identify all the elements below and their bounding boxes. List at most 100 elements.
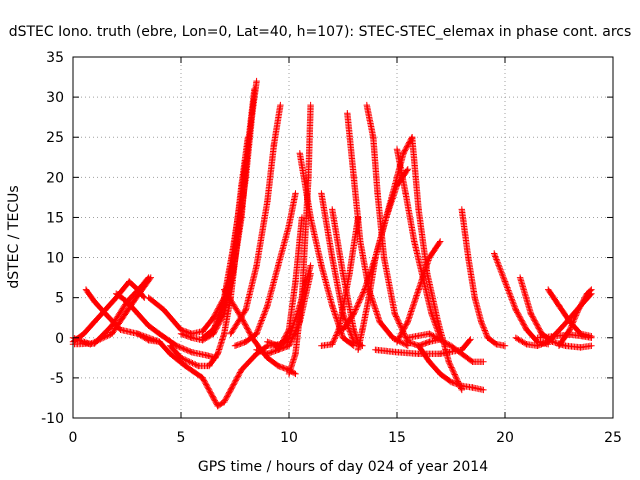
y-tick-labels: -10 -5 0 5 10 15 20 25 30 35 — [41, 50, 64, 427]
plus-marks — [108, 298, 131, 329]
plus-marks — [523, 326, 541, 345]
plus-marks — [199, 314, 217, 335]
plus-marks — [575, 290, 591, 313]
plus-marks — [583, 286, 595, 297]
plus-marks — [335, 270, 353, 333]
plus-marks — [167, 350, 189, 370]
plus-marks — [182, 362, 206, 382]
plus-marks — [393, 146, 409, 197]
plus-marks — [307, 214, 325, 269]
series-32 — [458, 206, 509, 349]
plus-marks — [447, 342, 476, 365]
y-tick-label: 35 — [46, 50, 64, 66]
x-tick-label: 15 — [388, 430, 406, 446]
plus-marks — [264, 262, 282, 309]
plus-marks — [199, 374, 217, 402]
plus-marks — [264, 354, 282, 370]
plus-marks — [383, 174, 401, 221]
plus-marks — [350, 174, 364, 245]
plus-marks — [426, 330, 455, 349]
plus-marks — [579, 333, 595, 341]
plus-marks — [469, 384, 487, 394]
plus-marks — [361, 254, 379, 293]
x-tick-label: 25 — [604, 430, 622, 446]
plus-marks — [424, 270, 442, 325]
plus-marks — [318, 262, 336, 309]
y-tick-label: -5 — [50, 371, 64, 387]
plus-marks — [242, 330, 260, 345]
plus-marks — [493, 341, 509, 349]
data-series — [69, 77, 595, 410]
plus-marks — [339, 310, 357, 333]
y-tick-label: 5 — [55, 291, 64, 307]
series-22 — [318, 214, 362, 349]
plus-marks — [177, 354, 202, 370]
plus-marks — [292, 214, 306, 285]
y-tick-label: 20 — [46, 170, 64, 186]
plus-marks — [292, 294, 306, 357]
plus-marks — [123, 298, 141, 317]
y-tick-label: 10 — [46, 251, 64, 267]
plus-marks — [145, 294, 167, 313]
plus-marks — [156, 338, 174, 357]
series-13 — [231, 190, 299, 349]
series-26 — [339, 134, 416, 333]
plus-marks — [275, 222, 293, 269]
plus-marks — [344, 110, 357, 181]
plus-marks — [264, 142, 278, 205]
plus-marks — [173, 342, 195, 356]
plus-marks — [229, 190, 245, 253]
plus-marks — [363, 101, 377, 141]
plus-marks — [555, 302, 573, 325]
x-tick-labels: 0 5 10 15 20 25 — [69, 430, 622, 446]
series-5 — [113, 290, 219, 361]
plus-marks — [296, 150, 314, 221]
plus-marks — [491, 250, 509, 285]
plus-marks — [145, 322, 163, 337]
y-tick-label: -10 — [41, 411, 64, 427]
plus-marks — [238, 158, 249, 197]
plus-marks — [285, 190, 299, 229]
y-axis-label: dSTEC / TECUs — [6, 185, 22, 288]
series-18 — [285, 101, 314, 378]
plus-marks — [305, 101, 314, 181]
plus-marks — [566, 306, 582, 333]
plus-marks — [167, 342, 185, 361]
plus-marks — [113, 290, 131, 305]
plus-marks — [458, 336, 474, 353]
x-tick-label: 0 — [69, 430, 78, 446]
plus-marks — [426, 238, 444, 261]
plus-marks — [393, 318, 411, 345]
plus-marks — [415, 342, 433, 365]
plus-marks — [370, 134, 381, 197]
series-39 — [534, 331, 595, 341]
plus-marks — [458, 206, 472, 261]
series-11 — [205, 158, 249, 339]
plus-marks — [156, 330, 180, 349]
plus-marks — [501, 278, 519, 313]
plus-marks — [91, 298, 109, 317]
y-tick-label: 15 — [46, 210, 64, 226]
plot-frame — [72, 56, 614, 419]
plus-marks — [437, 370, 455, 386]
plus-marks — [102, 294, 120, 313]
plus-marks — [275, 334, 293, 349]
plus-marks — [160, 306, 185, 333]
series-14 — [227, 101, 284, 337]
plus-marks — [426, 358, 444, 378]
axis-ticks — [72, 56, 614, 419]
chart-title: dSTEC Iono. truth (ebre, Lon=0, Lat=40, … — [9, 24, 632, 40]
plus-marks — [478, 318, 491, 341]
plus-marks — [404, 286, 422, 325]
plus-marks — [346, 214, 362, 277]
series-35 — [516, 274, 595, 351]
plus-marks — [238, 350, 260, 374]
plus-marks — [253, 198, 271, 269]
y-tick-label: 30 — [46, 90, 64, 106]
plus-marks — [298, 174, 312, 301]
plus-marks — [242, 262, 260, 313]
plus-marks — [221, 386, 234, 406]
x-axis-label: GPS time / hours of day 024 of year 2014 — [198, 459, 488, 475]
